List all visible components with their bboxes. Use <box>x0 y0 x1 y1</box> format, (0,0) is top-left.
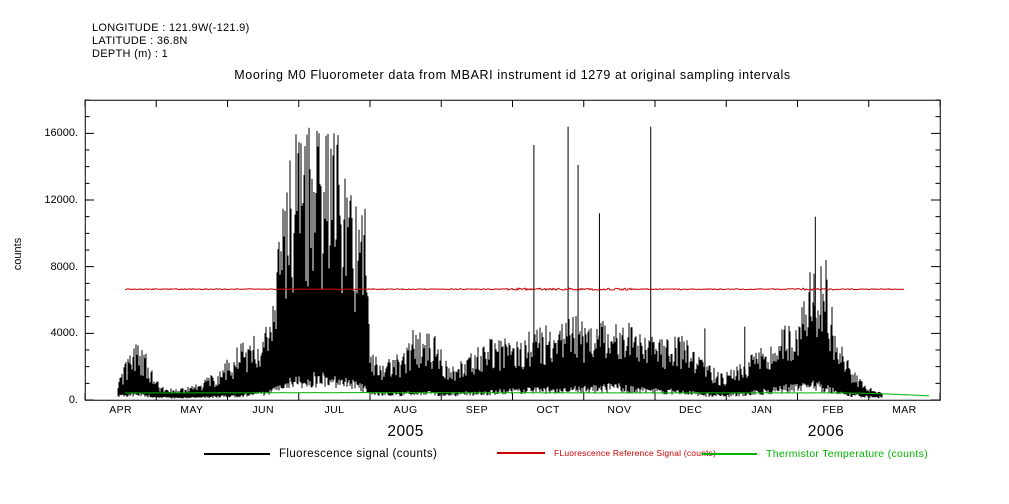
month-label: APR <box>109 404 133 416</box>
legend-label: Thermistor Temperature (counts) <box>766 448 928 460</box>
month-label: SEP <box>465 404 488 416</box>
legend-line-swatch <box>204 453 270 455</box>
latitude-label: LATITUDE : 36.8N <box>92 35 188 47</box>
legend-line-swatch <box>497 452 545 454</box>
longitude-label: LONGITUDE : 121.9W(-121.9) <box>92 22 250 34</box>
month-label: JAN <box>751 404 773 416</box>
depth-label: DEPTH (m) : 1 <box>92 48 169 60</box>
legend-item: FLuorescence Reference Signal (counts) <box>497 448 716 458</box>
y-tick-label: 12000. <box>44 194 78 206</box>
y-tick-label: 16000. <box>44 127 78 140</box>
month-label: AUG <box>393 404 418 416</box>
month-label: JUL <box>324 404 345 416</box>
month-label: NOV <box>607 404 632 416</box>
month-label: DEC <box>678 404 703 416</box>
header-info: LONGITUDE : 121.9W(-121.9) LATITUDE : 36… <box>92 22 250 61</box>
chart-title: Mooring M0 Fluorometer data from MBARI i… <box>234 68 791 82</box>
y-tick-label: 4000. <box>50 327 78 340</box>
year-label: 2006 <box>807 423 845 440</box>
month-label: FEB <box>822 404 844 416</box>
year-label: 2005 <box>387 423 424 440</box>
month-label: MAR <box>892 404 917 416</box>
y-tick-label: 8000. <box>50 260 78 273</box>
legend-item: Thermistor Temperature (counts) <box>702 448 928 460</box>
y-axis-label: counts <box>12 237 24 271</box>
month-label: JUN <box>252 404 274 416</box>
legend-label: Fluorescence signal (counts) <box>279 448 438 460</box>
month-label: OCT <box>536 404 560 416</box>
month-label: MAY <box>180 404 204 416</box>
legend-item: Fluorescence signal (counts) <box>204 448 437 460</box>
y-tick-label: 0. <box>68 394 78 406</box>
legend-label: FLuorescence Reference Signal (counts) <box>554 448 717 458</box>
legend-line-swatch <box>702 453 757 455</box>
